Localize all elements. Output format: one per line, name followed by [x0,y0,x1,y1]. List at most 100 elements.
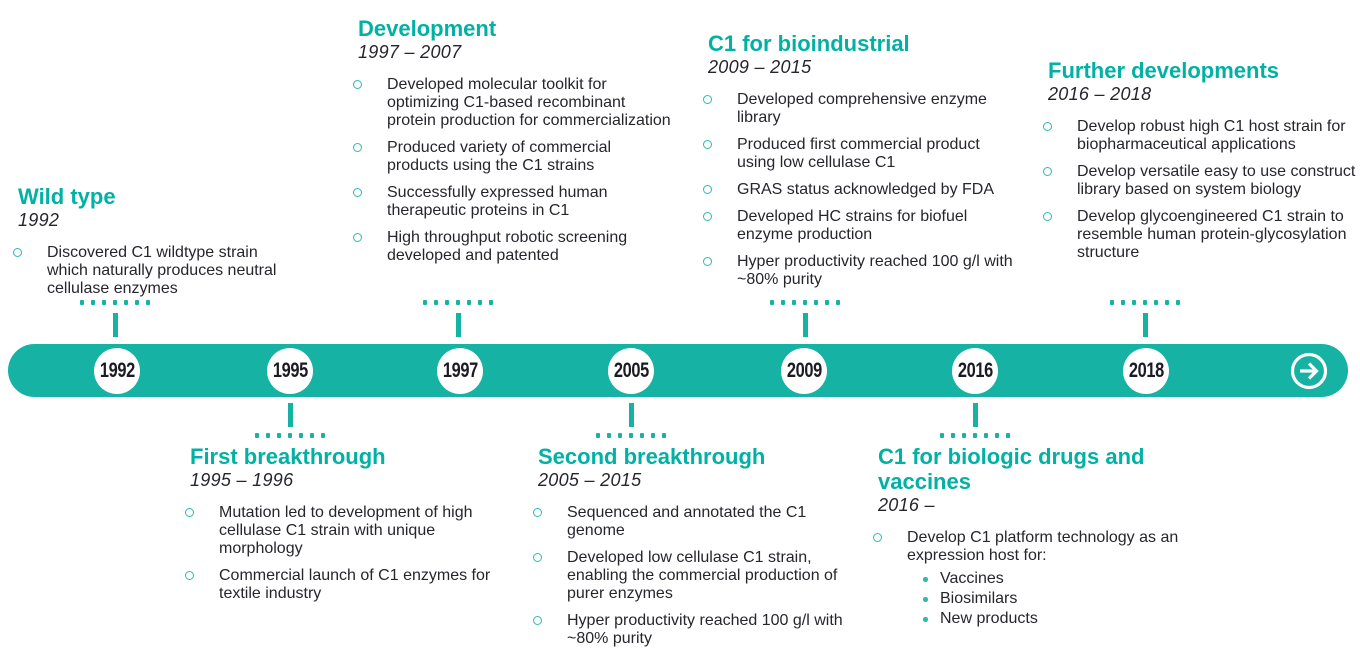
bullet-text: Develop glycoengineered C1 strain to res… [1077,208,1347,261]
bullet-circle-icon [703,257,712,266]
bullet-circle-icon [533,508,542,517]
dot [298,433,304,438]
bullet-list: Develop robust high C1 host strain for b… [1042,118,1360,262]
bullet-circle-icon [533,616,542,625]
dot [90,300,96,305]
bullet-list: Developed comprehensive enzyme library Pr… [702,91,1022,289]
bullet-circle-icon [353,143,362,152]
year-marker-2005: 2005 [608,348,654,394]
dot [466,300,472,305]
bullet-text: Produced variety of commercial products … [387,139,612,174]
dotted-leader [939,433,1011,438]
dot [835,300,841,305]
bullet-circle-icon [353,233,362,242]
section-title: Development [358,16,497,41]
dot [79,300,85,305]
dotted-leader [79,300,151,305]
bullet-text: Successfully expressed human therapeutic… [387,184,608,219]
bullet-item: High throughput robotic screening develo… [352,229,674,265]
section-title: Further developments [1048,58,1280,83]
sub-bullet-item: New products [923,610,1192,628]
dot [1142,300,1148,305]
year-marker-1997: 1997 [437,348,483,394]
dot [309,433,315,438]
dot [134,300,140,305]
bullet-circle-icon [1043,167,1052,176]
dot [320,433,326,438]
dot [639,433,645,438]
dot [123,300,129,305]
bullet-list: Developed molecular toolkit for optimizi… [352,76,674,265]
dot [254,433,260,438]
sub-bullet-text: Vaccines [940,570,1004,587]
dot [983,433,989,438]
bullet-circle-icon [703,95,712,104]
section-bioindustrial: C1 for bioindustrial 2009 – 2015 Develop… [702,31,1022,298]
bullet-circle-icon [703,140,712,149]
dot [276,433,282,438]
section-title: Wild type [18,184,116,209]
dot [287,433,293,438]
section-period: 2009 – 2015 [708,57,812,77]
dot [422,300,428,305]
bullet-text: Produced first commercial product using … [737,136,980,171]
dot [606,433,612,438]
bullet-item: Hyper productivity reached 100 g/l with … [532,612,854,648]
bullet-circle-icon [533,553,542,562]
bullet-circle-icon [353,188,362,197]
dot [780,300,786,305]
bullet-circle-icon [1043,212,1052,221]
bullet-circle-icon [873,533,882,542]
sub-bullet-text: Biosimilars [940,590,1018,607]
bullet-text: Developed comprehensive enzyme library [737,91,987,126]
year-label: 2016 [957,359,993,382]
section-period: 2016 – [878,495,935,515]
section-period: 1992 [18,210,60,230]
bullet-text: Develop C1 platform technology as an exp… [907,529,1179,564]
tick-mark [112,313,118,337]
sub-bullet-text: New products [940,610,1038,627]
connector-further-developments [1109,300,1181,337]
year-marker-2009: 2009 [781,348,827,394]
bullet-text: Commercial launch of C1 enzymes for text… [219,567,491,602]
section-title: First breakthrough [190,444,386,469]
bullet-text: Sequenced and annotated the C1 genome [567,504,807,539]
bullet-circle-icon [1043,122,1052,131]
sub-bullet-dot-icon [923,577,928,582]
dot [433,300,439,305]
bullet-item: Produced first commercial product using … [702,136,1022,172]
bullet-item: Developed HC strains for biofuel enzyme … [702,208,1022,244]
section-period: 2005 – 2015 [538,470,642,490]
dot [488,300,494,305]
bullet-item: Develop versatile easy to use construct … [1042,163,1360,199]
bullet-text: High throughput robotic screening develo… [387,229,628,264]
year-label: 1995 [272,359,308,382]
year-label: 1992 [99,359,135,382]
bullet-circle-icon [185,571,194,580]
dot [628,433,634,438]
dot [455,300,461,305]
dot [972,433,978,438]
bullet-text: Developed molecular toolkit for optimizi… [387,76,671,129]
bullet-item: Hyper productivity reached 100 g/l with … [702,253,1022,289]
dot [802,300,808,305]
dot [145,300,151,305]
dot [824,300,830,305]
bullet-item: Successfully expressed human therapeutic… [352,184,674,220]
tick-mark [287,403,293,427]
dot [1005,433,1011,438]
section-period: 1997 – 2007 [358,42,462,62]
bullet-text: Hyper productivity reached 100 g/l with … [737,253,1013,288]
tick-mark [972,403,978,427]
bullet-text: Developed HC strains for biofuel enzyme … [737,208,968,243]
bullet-item: Sequenced and annotated the C1 genome [532,504,854,540]
dotted-leader [422,300,494,305]
dotted-leader [1109,300,1181,305]
sub-bullet-dot-icon [923,617,928,622]
bullet-item: GRAS status acknowledged by FDA [702,181,1022,199]
dot [813,300,819,305]
connector-development [422,300,494,337]
bullet-list: Sequenced and annotated the C1 genome Dev… [532,504,854,648]
connector-wild-type [79,300,151,337]
bullet-item: Mutation led to development of high cell… [184,504,496,558]
